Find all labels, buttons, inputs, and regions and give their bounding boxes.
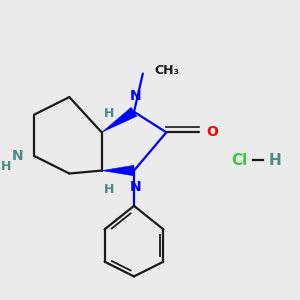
Text: H: H [1, 160, 11, 173]
Text: N: N [129, 88, 141, 103]
Polygon shape [102, 165, 134, 176]
Text: Cl: Cl [232, 153, 248, 168]
Text: CH₃: CH₃ [154, 64, 180, 77]
Polygon shape [102, 107, 137, 132]
Text: N: N [129, 180, 141, 194]
Text: O: O [206, 125, 218, 139]
Text: H: H [104, 107, 114, 120]
Text: H: H [269, 153, 281, 168]
Text: H: H [104, 183, 114, 196]
Text: N: N [12, 149, 24, 164]
